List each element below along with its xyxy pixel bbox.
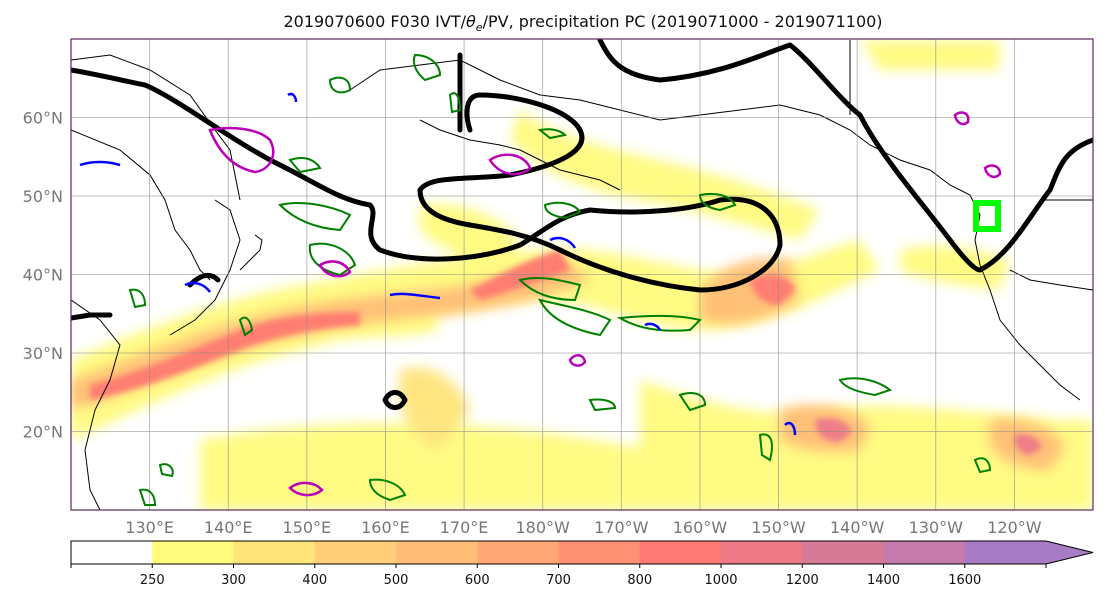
colorbar-segment [721,541,803,564]
map-title: 2019070600 F030 IVT/θe/PV, precipitation… [283,12,882,34]
lon-tick-label: 130°E [125,518,174,537]
lon-tick-label: 130°W [909,518,964,537]
colorbar-tick-label: 800 [627,573,652,588]
lon-tick-label: 180°W [516,518,571,537]
lon-tick-label: 160°W [673,518,728,537]
colorbar-outline [70,540,1094,565]
colorbar-tick-label: 400 [302,573,327,588]
lat-tick-label: 50°N [23,187,63,206]
colorbar-segment [639,541,722,564]
colorbar-tick-label: 1600 [948,573,981,588]
colorbar-tick-label: 500 [384,573,409,588]
lat-tick-label: 60°N [23,109,63,128]
colorbar-segment [233,541,316,564]
colorbar-extend-max [1046,541,1093,564]
lat-tick-label: 20°N [23,423,63,442]
colorbar-tick-label: 600 [465,573,490,588]
colorbar-segment [314,541,397,564]
lat-tick-labels: 60°N 50°N 40°N 30°N 20°N [23,109,63,442]
lon-tick-label: 170°E [440,518,489,537]
location-marker [973,200,1001,232]
colorbar-tick-label: 700 [546,573,571,588]
colorbar-tick-label: 1000 [704,573,737,588]
colorbar: 250 300 400 500 600 700 800 1000 1200 1400 1600 [70,540,1094,588]
lon-tick-label: 150°E [283,518,332,537]
ivt-shading [71,40,1093,510]
lat-tick-label: 40°N [23,266,63,285]
lon-tick-label: 150°W [751,518,806,537]
colorbar-segment [802,541,884,564]
precip-blue-contours [79,92,797,436]
pv-contours [71,39,1093,410]
colorbar-segment [477,541,559,564]
coastlines [71,40,1093,510]
colorbar-segment [883,541,966,564]
colorbar-segment [396,541,478,564]
colorbar-tick-label: 1200 [786,573,819,588]
lon-tick-label: 140°W [830,518,885,537]
colorbar-segment [71,541,153,564]
colorbar-tick-label: 250 [140,573,165,588]
colorbar-segment [152,541,234,564]
lon-tick-label: 120°W [987,518,1042,537]
colorbar-tick-label: 1400 [867,573,900,588]
lat-tick-label: 30°N [23,344,63,363]
lon-tick-labels: 130°E 140°E 150°E 160°E 170°E 180°W 170°W 160°W… [125,518,1041,537]
map-frame [70,38,1094,511]
map-panel [71,39,1093,510]
lon-tick-label: 160°E [361,518,410,537]
colorbar-segment [558,541,641,564]
lon-tick-label: 170°W [594,518,649,537]
colorbar-segment [964,541,1047,564]
precip-magenta-contours [208,111,1002,497]
colorbar-tick-label: 300 [221,573,246,588]
lon-tick-label: 140°E [204,518,253,537]
